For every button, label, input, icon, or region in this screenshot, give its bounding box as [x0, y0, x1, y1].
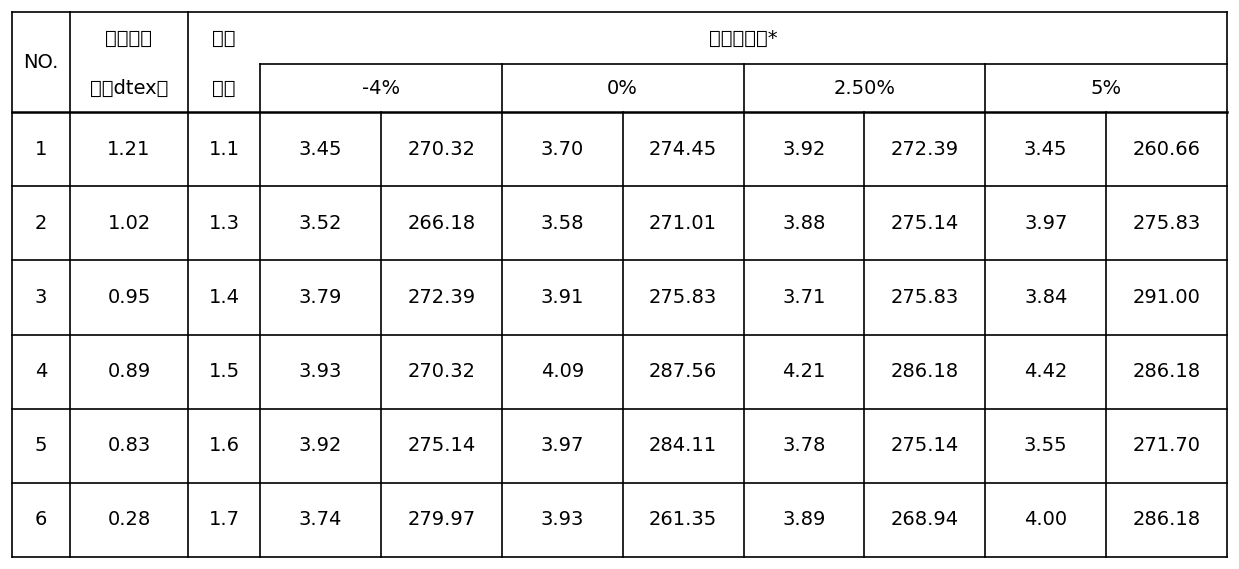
Text: 5: 5	[35, 436, 47, 455]
Text: 3.89: 3.89	[782, 510, 825, 529]
Text: 3.91: 3.91	[540, 288, 584, 307]
Text: 3.52: 3.52	[299, 214, 342, 233]
Text: 2.50%: 2.50%	[834, 79, 896, 97]
Text: 266.18: 266.18	[408, 214, 476, 233]
Text: 284.11: 284.11	[649, 436, 717, 455]
Text: 272.39: 272.39	[891, 139, 959, 159]
Text: 4.00: 4.00	[1025, 510, 1067, 529]
Text: 1.02: 1.02	[108, 214, 151, 233]
Text: 4.42: 4.42	[1023, 362, 1067, 381]
Text: 3: 3	[35, 288, 47, 307]
Text: 6: 6	[35, 510, 47, 529]
Text: 286.18: 286.18	[1132, 362, 1201, 381]
Text: 0.83: 0.83	[108, 436, 151, 455]
Text: 275.14: 275.14	[891, 214, 959, 233]
Text: 275.14: 275.14	[891, 436, 959, 455]
Text: 3.70: 3.70	[540, 139, 584, 159]
Text: 279.97: 279.97	[408, 510, 476, 529]
Text: 3.97: 3.97	[1023, 214, 1067, 233]
Text: 5%: 5%	[1090, 79, 1121, 97]
Text: 1.3: 1.3	[208, 214, 239, 233]
Text: 3.45: 3.45	[1023, 139, 1068, 159]
Text: 275.83: 275.83	[649, 288, 717, 307]
Text: 3.88: 3.88	[782, 214, 825, 233]
Text: 3.92: 3.92	[782, 139, 825, 159]
Text: 1.7: 1.7	[208, 510, 239, 529]
Text: 270.32: 270.32	[408, 139, 476, 159]
Text: 268.94: 268.94	[891, 510, 959, 529]
Text: 0.95: 0.95	[108, 288, 151, 307]
Text: 275.83: 275.83	[1132, 214, 1201, 233]
Text: 度（dtex）: 度（dtex）	[89, 79, 169, 97]
Text: 1.21: 1.21	[108, 139, 151, 159]
Text: 3.92: 3.92	[299, 436, 342, 455]
Text: 287.56: 287.56	[649, 362, 717, 381]
Text: 0.89: 0.89	[108, 362, 151, 381]
Text: 1: 1	[35, 139, 47, 159]
Text: 3.74: 3.74	[299, 510, 342, 529]
Text: 1.6: 1.6	[208, 436, 239, 455]
Text: 3.55: 3.55	[1023, 436, 1068, 455]
Text: 4.09: 4.09	[540, 362, 584, 381]
Text: 0.28: 0.28	[108, 510, 151, 529]
Text: -4%: -4%	[362, 79, 400, 97]
Text: 286.18: 286.18	[1132, 510, 1201, 529]
Text: 2: 2	[35, 214, 47, 233]
Text: 3.45: 3.45	[299, 139, 342, 159]
Text: 3.93: 3.93	[299, 362, 342, 381]
Text: 拉伸: 拉伸	[212, 28, 235, 47]
Text: 1.4: 1.4	[208, 288, 239, 307]
Text: 271.01: 271.01	[649, 214, 717, 233]
Text: 271.70: 271.70	[1132, 436, 1201, 455]
Text: 260.66: 260.66	[1132, 139, 1201, 159]
Text: 1.1: 1.1	[208, 139, 239, 159]
Text: 3.97: 3.97	[540, 436, 584, 455]
Text: 4.21: 4.21	[782, 362, 825, 381]
Text: 275.14: 275.14	[408, 436, 476, 455]
Text: 0%: 0%	[607, 79, 638, 97]
Text: 3.79: 3.79	[299, 288, 342, 307]
Text: 261.35: 261.35	[649, 510, 717, 529]
Text: 拉伸后纤: 拉伸后纤	[105, 28, 152, 47]
Text: 1.5: 1.5	[208, 362, 239, 381]
Text: 291.00: 291.00	[1132, 288, 1201, 307]
Text: 3.71: 3.71	[782, 288, 825, 307]
Text: 286.18: 286.18	[891, 362, 959, 381]
Text: 3.93: 3.93	[540, 510, 584, 529]
Text: 4: 4	[35, 362, 47, 381]
Text: 砸化总牺伸*: 砸化总牺伸*	[709, 28, 778, 47]
Text: 3.58: 3.58	[540, 214, 584, 233]
Text: 3.78: 3.78	[782, 436, 825, 455]
Text: 272.39: 272.39	[408, 288, 476, 307]
Text: NO.: NO.	[24, 52, 58, 72]
Text: 274.45: 274.45	[649, 139, 717, 159]
Text: 270.32: 270.32	[408, 362, 476, 381]
Text: 275.83: 275.83	[891, 288, 959, 307]
Text: 3.84: 3.84	[1023, 288, 1067, 307]
Text: 比例: 比例	[212, 79, 235, 97]
